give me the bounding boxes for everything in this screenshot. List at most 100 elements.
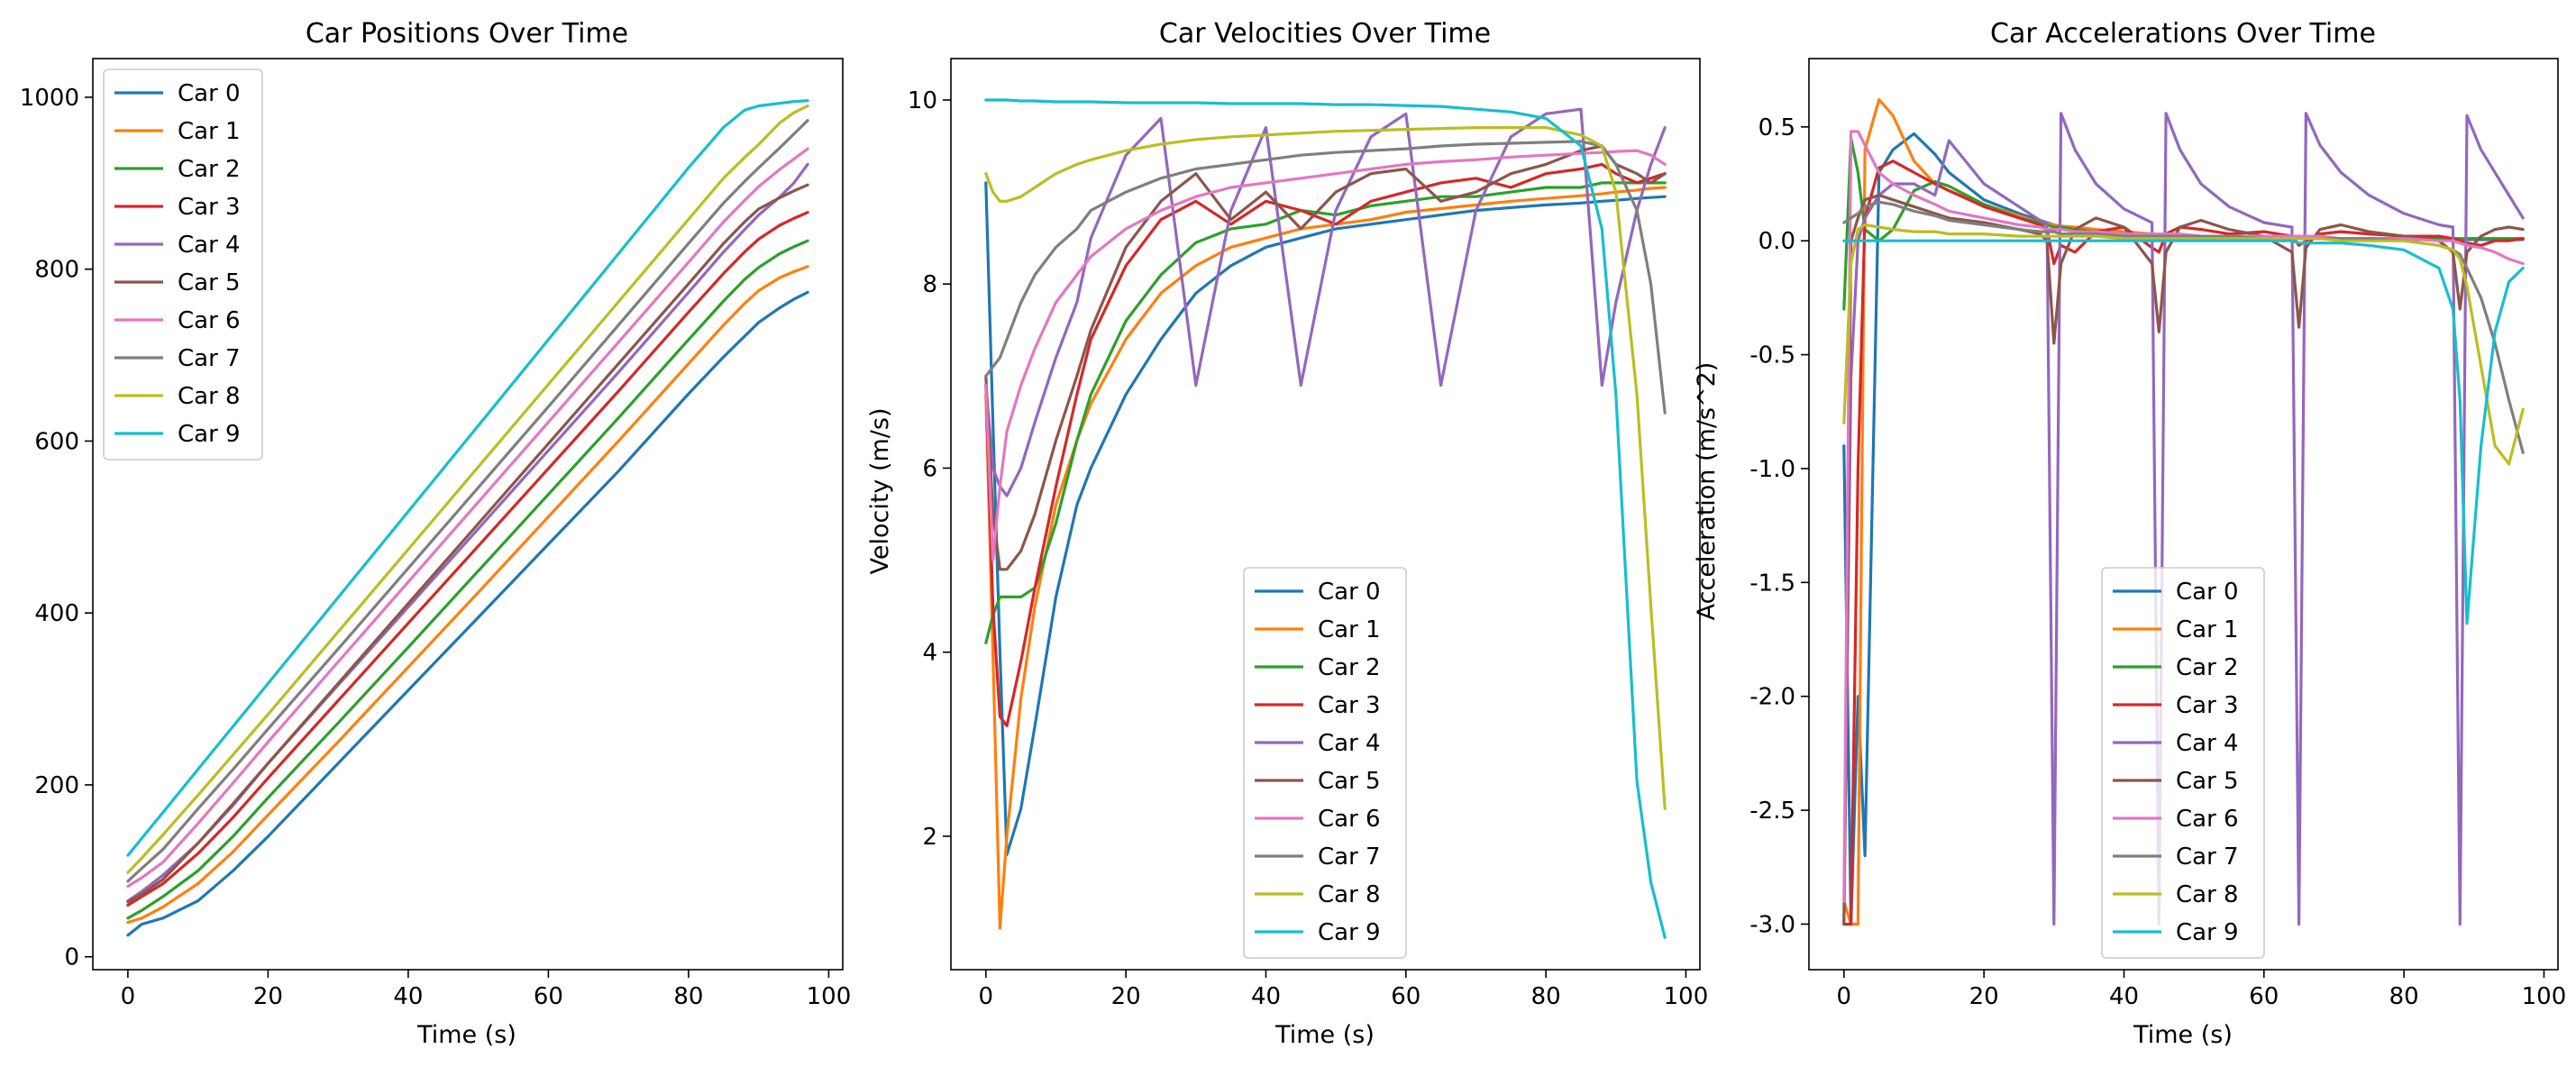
velocities-legend-label-car-2: Car 2 xyxy=(1318,654,1381,681)
accelerations-x-tick-label: 80 xyxy=(2389,983,2419,1010)
positions-y-tick-label: 400 xyxy=(34,600,79,627)
positions-series-line-car-3 xyxy=(126,211,809,907)
accelerations-legend-label-car-3: Car 3 xyxy=(2176,692,2239,719)
positions-x-tick-label: 60 xyxy=(534,983,563,1010)
velocities-series-line-car-0 xyxy=(984,181,1667,856)
positions-legend-frame xyxy=(103,68,263,461)
positions-legend-label-car-1: Car 1 xyxy=(178,118,241,145)
velocities-legend-frame xyxy=(1243,567,1407,959)
velocities-series-line-car-5 xyxy=(984,144,1667,571)
velocities-x-tick-label: 60 xyxy=(1391,983,1420,1010)
positions-legend-label-car-7: Car 7 xyxy=(178,345,241,372)
accelerations-legend-label-car-2: Car 2 xyxy=(2176,654,2239,681)
velocities-legend-label-car-4: Car 4 xyxy=(1318,730,1381,757)
accelerations-xlabel: Time (s) xyxy=(2133,1021,2233,1049)
accelerations-y-tick-label: -2.0 xyxy=(1749,684,1795,711)
accelerations-y-tick-label: -3.0 xyxy=(1749,911,1795,938)
accelerations-legend-label-car-4: Car 4 xyxy=(2176,730,2239,757)
velocities-series-line-car-7 xyxy=(984,140,1667,415)
velocities-x-tick-label: 20 xyxy=(1111,983,1141,1010)
velocities-y-tick-label: 2 xyxy=(922,824,937,851)
positions-legend-label-car-9: Car 9 xyxy=(178,421,241,448)
velocities-x-tick-label: 40 xyxy=(1251,983,1281,1010)
positions-series-line-car-5 xyxy=(126,183,809,904)
velocities-legend-label-car-8: Car 8 xyxy=(1318,881,1381,908)
accelerations-x-tick-label: 0 xyxy=(1837,983,1852,1010)
positions-y-tick-label: 200 xyxy=(34,772,79,799)
positions-axes-frame xyxy=(92,58,844,971)
accelerations-panel: Car Accelerations Over Time Time (s) Acc… xyxy=(1693,18,2566,1049)
accelerations-series-line-car-8 xyxy=(1842,223,2525,466)
velocities-xlabel: Time (s) xyxy=(1274,1021,1375,1049)
accelerations-legend-label-car-6: Car 6 xyxy=(2176,806,2239,833)
positions-legend-label-car-6: Car 6 xyxy=(178,307,241,334)
positions-x-tick-label: 100 xyxy=(807,983,852,1010)
positions-series-line-car-8 xyxy=(126,104,809,874)
accelerations-series-line-car-4 xyxy=(1842,112,2525,926)
accelerations-x-tick-label: 100 xyxy=(2522,983,2567,1010)
positions-y-tick-label: 800 xyxy=(34,257,79,284)
positions-series-line-car-9 xyxy=(126,99,809,857)
velocities-legend-label-car-6: Car 6 xyxy=(1318,806,1381,833)
velocities-legend-label-car-9: Car 9 xyxy=(1318,919,1381,946)
velocities-y-tick-label: 4 xyxy=(922,640,937,667)
accelerations-legend-label-car-0: Car 0 xyxy=(2176,579,2239,606)
positions-legend-label-car-3: Car 3 xyxy=(178,194,241,221)
velocities-series-line-car-8 xyxy=(984,126,1667,810)
velocities-series-line-car-1 xyxy=(984,186,1667,930)
positions-legend-label-car-4: Car 4 xyxy=(178,232,241,259)
velocities-x-tick-label: 80 xyxy=(1531,983,1561,1010)
accelerations-legend-label-car-8: Car 8 xyxy=(2176,881,2239,908)
accelerations-legend-frame xyxy=(2101,567,2265,959)
positions-x-tick-label: 40 xyxy=(393,983,423,1010)
accelerations-ylabel: Acceleration (m/s^2) xyxy=(1693,362,1721,621)
velocities-y-tick-label: 8 xyxy=(922,271,937,298)
positions-series-line-car-7 xyxy=(126,119,809,883)
accelerations-y-tick-label: -2.5 xyxy=(1749,798,1795,825)
accelerations-title: Car Accelerations Over Time xyxy=(1990,18,2376,50)
positions-legend-label-car-8: Car 8 xyxy=(178,383,241,410)
positions-x-tick-label: 20 xyxy=(253,983,283,1010)
accelerations-y-tick-label: -1.0 xyxy=(1749,456,1795,483)
positions-panel: Car Positions Over Time Time (s) 0 20 40 60… xyxy=(20,18,851,1049)
accelerations-y-tick-label: 0.5 xyxy=(1758,114,1795,141)
accelerations-axes-frame xyxy=(1808,58,2559,971)
velocities-series-group xyxy=(984,98,1667,939)
positions-x-tick-label: 80 xyxy=(673,983,703,1010)
positions-legend-label-car-2: Car 2 xyxy=(178,156,241,183)
positions-legend: Car 0 Car 1 Car 2 Car 3 Car 4 Car 5 Car 6 Car 7… xyxy=(103,68,263,461)
positions-series-group xyxy=(126,99,809,937)
accelerations-x-tick-label: 40 xyxy=(2109,983,2139,1010)
accelerations-x-tick-label: 60 xyxy=(2249,983,2279,1010)
velocities-legend-label-car-0: Car 0 xyxy=(1318,579,1381,606)
positions-legend-label-car-0: Car 0 xyxy=(178,80,241,107)
accelerations-series-line-car-9 xyxy=(1842,239,2525,625)
accelerations-series-line-car-2 xyxy=(1842,136,2525,311)
accelerations-legend: Car 0 Car 1 Car 2 Car 3 Car 4 Car 5 Car 6 Car 7… xyxy=(2101,567,2265,959)
velocities-legend-label-car-1: Car 1 xyxy=(1318,616,1381,643)
velocities-y-tick-label: 6 xyxy=(922,455,937,482)
velocities-axes-frame xyxy=(950,58,1701,971)
accelerations-series-group xyxy=(1842,97,2525,926)
velocities-series-line-car-3 xyxy=(984,162,1667,728)
accelerations-legend-label-car-5: Car 5 xyxy=(2176,768,2239,795)
velocities-legend: Car 0 Car 1 Car 2 Car 3 Car 4 Car 5 Car 6 Car 7… xyxy=(1243,567,1407,959)
positions-series-line-car-2 xyxy=(126,239,809,920)
positions-y-tick-label: 1000 xyxy=(20,85,79,112)
positions-series-line-car-0 xyxy=(126,290,809,937)
positions-series-line-car-1 xyxy=(126,265,809,925)
velocities-legend-label-car-5: Car 5 xyxy=(1318,768,1381,795)
positions-y-tick-label: 600 xyxy=(34,428,79,455)
velocities-y-tick-label: 10 xyxy=(908,87,937,114)
velocities-ylabel: Velocity (m/s) xyxy=(866,407,894,574)
velocities-title: Car Velocities Over Time xyxy=(1159,18,1491,50)
positions-title: Car Positions Over Time xyxy=(306,18,628,50)
accelerations-legend-label-car-7: Car 7 xyxy=(2176,844,2239,871)
velocities-series-line-car-6 xyxy=(984,149,1667,562)
accelerations-series-line-car-6 xyxy=(1842,130,2525,903)
velocities-legend-label-car-7: Car 7 xyxy=(1318,844,1381,871)
velocities-series-line-car-9 xyxy=(984,98,1667,939)
accelerations-legend-label-car-1: Car 1 xyxy=(2176,616,2239,643)
velocities-x-tick-label: 0 xyxy=(979,983,994,1010)
